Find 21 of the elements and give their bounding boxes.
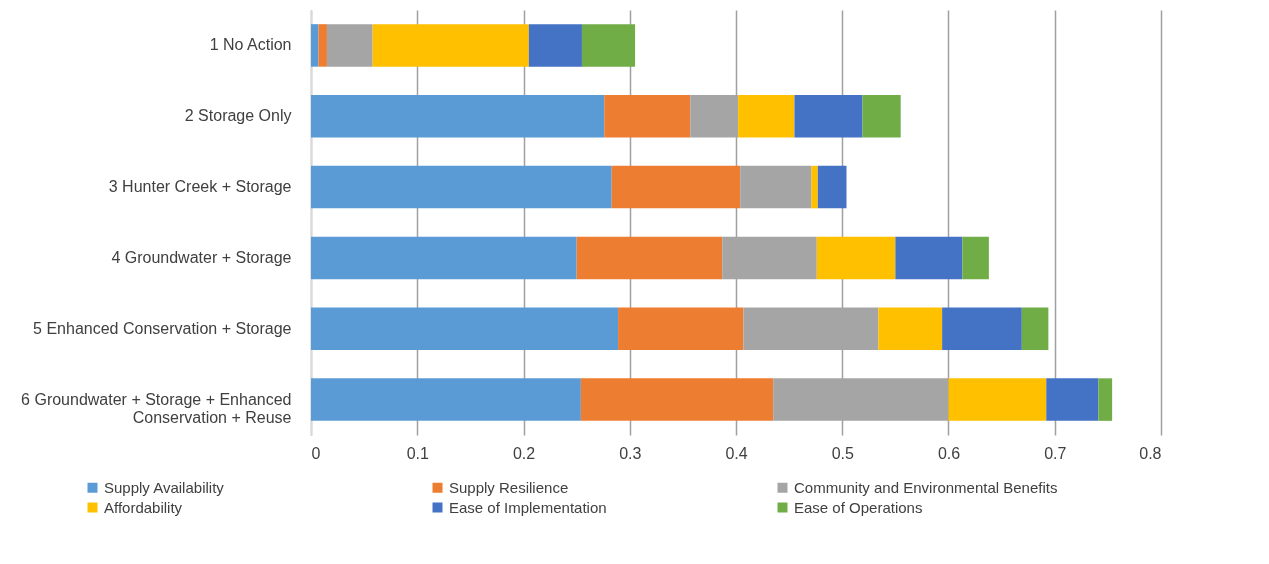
y-tick-label: 5 Enhanced Conservation + Storage [33,319,292,337]
x-tick-label: 0.1 [406,444,429,462]
legend-label: Supply Resilience [449,478,569,496]
x-tick-label: 0.7 [1044,444,1067,462]
x-tick-label: 0.4 [725,444,748,462]
x-tick-label: 0.5 [831,444,854,462]
legend-label: Affordability [104,498,183,516]
x-tick-label: 0.8 [1139,444,1162,462]
y-tick-label: 4 Groundwater + Storage [111,248,292,266]
y-tick-label: 2 Storage Only [184,107,292,125]
y-tick-label: 1 No Action [209,36,292,54]
x-tick-label: 0.2 [512,444,536,462]
y-tick-label: 3 Hunter Creek + Storage [108,178,292,196]
x-tick-label: 0.6 [937,444,961,462]
legend-label: Supply Availability [104,478,225,496]
x-tick-label: 0 [311,444,321,462]
x-tick-label: 0.3 [619,444,642,462]
legend-label: Ease of Implementation [449,498,607,516]
legend-label: Ease of Operations [794,498,923,516]
y-tick-label: 6 Groundwater + Storage + Enhanced Conservation + Reuse [21,390,292,426]
legend-label: Community and Environmental Benefits [794,478,1058,496]
